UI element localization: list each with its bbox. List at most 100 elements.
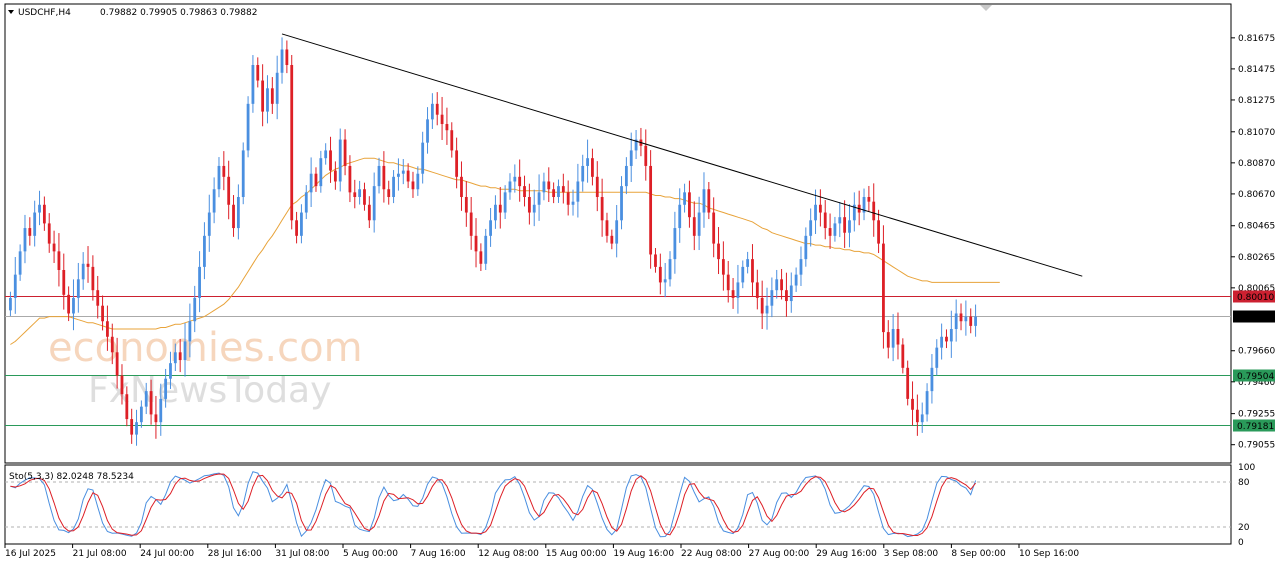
candle-body-137 [673, 228, 677, 260]
candle-139 [683, 183, 686, 213]
candle-body-94 [464, 197, 468, 213]
candle-2 [18, 244, 22, 281]
candle-body-154 [755, 282, 759, 298]
candle-100 [494, 195, 497, 229]
candle-163 [799, 246, 803, 287]
candle-75 [372, 172, 376, 233]
candle-body-113 [557, 186, 560, 198]
candle-body-176 [862, 197, 866, 213]
time-label-0: 16 Jul 2025 [5, 549, 56, 559]
candle-body-186 [911, 398, 914, 410]
candle-182 [891, 314, 895, 362]
candle-158 [775, 269, 779, 299]
stoch-signal-line [10, 473, 976, 537]
candle-118 [581, 154, 585, 192]
candle-body-12 [67, 294, 71, 314]
candle-58 [290, 54, 294, 230]
candle-53 [266, 75, 269, 124]
candle-body-49 [246, 103, 250, 151]
trendline-layer[interactable] [281, 33, 1083, 277]
candle-39 [198, 251, 201, 313]
candle-body-4 [28, 228, 32, 236]
candle-body-15 [81, 263, 85, 280]
candle-body-57 [285, 49, 289, 66]
candle-body-101 [498, 204, 502, 213]
candle-body-189 [925, 391, 929, 415]
candle-168 [823, 200, 827, 240]
candle-body-82 [406, 170, 410, 182]
candle-body-25 [130, 419, 134, 435]
chart-header: USDCHF,H4 0.79882 0.79905 0.79863 0.7988… [8, 8, 257, 18]
candle-body-121 [595, 176, 599, 198]
candle-5 [33, 200, 37, 247]
level-tag-3 [1233, 419, 1275, 432]
candle-body-135 [663, 279, 667, 283]
candle-body-9 [52, 243, 56, 252]
candle-56 [280, 37, 284, 84]
time-label-5: 5 Aug 00:00 [343, 549, 398, 559]
candle-body-96 [474, 235, 478, 252]
candle-89 [440, 96, 444, 140]
candle-body-134 [658, 266, 662, 283]
time-label-4: 31 Jul 08:00 [275, 549, 329, 559]
candle-body-22 [115, 352, 119, 376]
chart-shift-marker[interactable] [980, 5, 992, 11]
candle-132 [649, 150, 653, 269]
candle-113 [557, 179, 560, 203]
candle-110 [542, 172, 546, 201]
candle-body-182 [891, 329, 895, 348]
price-tick-label-2: 0.81275 [1238, 96, 1275, 106]
candle-body-109 [537, 192, 541, 205]
candle-165 [809, 208, 813, 247]
candle-178 [872, 183, 876, 237]
candle-body-170 [833, 223, 837, 236]
candle-63 [314, 167, 318, 192]
candle-30 [154, 395, 158, 439]
candle-body-16 [86, 263, 90, 267]
candle-body-153 [751, 259, 754, 283]
candle-body-97 [479, 251, 483, 264]
candle-103 [508, 173, 512, 200]
candle-29 [149, 379, 153, 425]
candle-body-3 [23, 228, 27, 252]
candle-body-87 [430, 103, 434, 120]
candle-76 [377, 157, 381, 194]
candle-body-194 [949, 329, 953, 342]
candle-43 [217, 157, 221, 198]
symbol-menu-icon[interactable] [8, 10, 14, 14]
level-tag-2 [1233, 369, 1275, 382]
candle-body-70 [348, 165, 352, 193]
candle-68 [338, 128, 342, 192]
candle-body-196 [959, 313, 963, 322]
candle-189 [925, 383, 929, 422]
candle-8 [47, 213, 51, 253]
candle-body-178 [872, 201, 876, 221]
candle-199 [974, 304, 977, 337]
candle-body-198 [969, 316, 973, 326]
candle-35 [178, 338, 182, 373]
candle-72 [358, 180, 362, 205]
candle-body-39 [198, 266, 201, 298]
candle-body-185 [906, 367, 910, 399]
candle-body-75 [372, 186, 376, 221]
candle-body-51 [256, 65, 260, 81]
time-label-14: 8 Sep 00:00 [951, 549, 1006, 559]
candle-102 [503, 185, 507, 220]
candle-51 [256, 57, 260, 88]
candle-107 [527, 183, 531, 225]
candle-4 [28, 217, 32, 246]
candle-20 [106, 305, 109, 351]
candle-87 [430, 93, 434, 129]
candle-body-81 [401, 170, 405, 174]
level-tag-0 [1233, 290, 1275, 303]
candle-137 [673, 211, 677, 274]
candle-124 [610, 229, 614, 250]
candle-92 [455, 137, 459, 189]
candle-body-107 [527, 197, 531, 213]
candle-body-23 [120, 375, 124, 395]
candle-body-60 [300, 212, 303, 236]
candle-body-65 [324, 150, 328, 159]
candle-15 [81, 252, 85, 290]
candle-187 [915, 394, 919, 436]
candle-88 [435, 92, 439, 126]
